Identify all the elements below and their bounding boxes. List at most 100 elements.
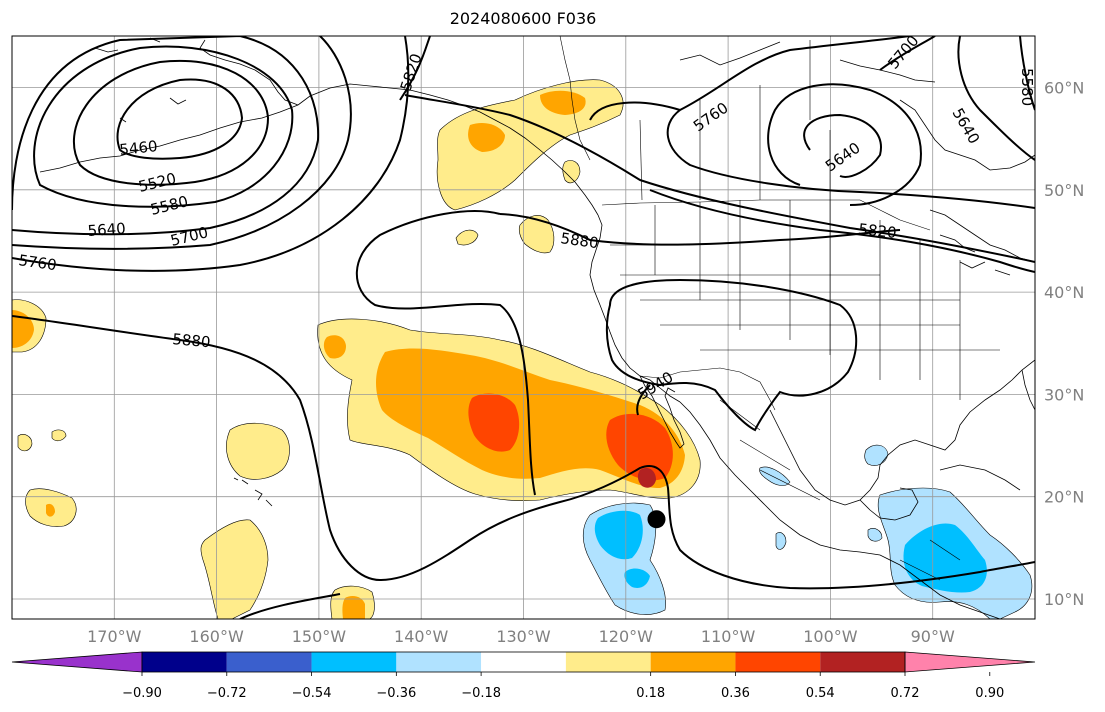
contour-5820-ak [404, 94, 1035, 263]
border-alaska-canada [559, 36, 591, 161]
contour-label-5640: 5640 [87, 219, 126, 240]
colorbar-segment [650, 652, 736, 672]
storm-center-marker [647, 510, 666, 529]
shading-deepblue-ca [903, 523, 987, 593]
lon-tick-label: 140°W [394, 627, 449, 646]
contour-label-5880-a: 5880 [559, 229, 599, 252]
contour-5940 [605, 278, 858, 432]
map-title: 2024080600 F036 [449, 9, 597, 28]
lat-tick-label: 50°N [1044, 181, 1084, 200]
colorbar-segment [226, 652, 312, 672]
shading-orange-alaska-1 [540, 90, 586, 115]
contour-5880-bottom [239, 593, 341, 619]
coast-canada-north [679, 41, 1035, 171]
shading-orange-sw3 [342, 596, 365, 619]
contour-5880-ne [499, 213, 901, 246]
shading-red-central [468, 393, 520, 452]
coast-florida [1021, 369, 1035, 411]
shading-yellow-hawaii [226, 422, 290, 480]
coast-alaska-south [297, 83, 599, 216]
contour-5880-n [355, 210, 536, 496]
colorbar-tick-label: 0.36 [721, 686, 750, 701]
contour-5700 [12, 36, 352, 250]
colorbar-outline [141, 651, 906, 673]
colorbar-tick-label: −0.36 [376, 686, 416, 701]
colorbar-labels: −0.90 −0.72 −0.54 −0.36 −0.18 0.18 0.36 0.54 0.7… [122, 672, 1004, 701]
coast-alaska-north [199, 39, 226, 61]
border-mexico-states [719, 399, 961, 581]
lon-tick-label: 130°W [496, 627, 551, 646]
colorbar-segment [735, 652, 821, 672]
contour-5700-ne [767, 83, 922, 206]
contour-label-5880-b: 5880 [172, 330, 212, 351]
contour-label-5580-far: 5580 [1018, 68, 1036, 106]
colorbar-tick-label: −0.90 [122, 686, 162, 701]
lat-tick-label: 30°N [1044, 385, 1084, 404]
shading-deepblue-baja-2 [624, 568, 650, 588]
contour-5640-ne [803, 113, 882, 178]
colorbar-segment [311, 652, 397, 672]
colorbar-extend-low [11, 651, 143, 673]
colorbar-segment [481, 652, 566, 672]
contour-5760-ne2 [666, 109, 1035, 209]
colorbar-segment [565, 652, 651, 672]
coast-cuba [939, 464, 1021, 491]
lon-labels: 170°W 160°W 150°W 140°W 130°W 120°W 110°W 100°W… [87, 627, 955, 646]
shading-yellow-dot2 [51, 429, 67, 442]
coast-hawaii [233, 477, 273, 507]
lat-tick-label: 40°N [1044, 283, 1084, 302]
contour-label-5760: 5760 [17, 251, 57, 274]
colorbar-tick-label: 0.90 [975, 686, 1004, 701]
lon-tick-label: 150°W [292, 627, 347, 646]
colorbar-tick-label: −0.54 [292, 686, 332, 701]
contour-5520 [72, 59, 270, 186]
contour-5700-far [879, 36, 936, 71]
coast-baja [639, 375, 685, 449]
coast-alaska-west [224, 59, 299, 106]
coast-great-lakes [939, 234, 1011, 276]
shading-lightblue-mex-2 [775, 532, 787, 550]
contour-5460 [116, 78, 244, 160]
map-border [11, 35, 1036, 620]
contour-label-5820-e: 5820 [858, 220, 898, 242]
contour-5580-far [1019, 36, 1035, 111]
contour-5820-w [399, 36, 431, 101]
contour-5760-ne [589, 36, 911, 121]
colorbar-extend-high [904, 651, 1036, 673]
lat-tick-label: 60°N [1044, 79, 1084, 98]
lon-tick-label: 90°W [911, 627, 955, 646]
shading-deepblue-baja [594, 510, 643, 560]
contour-5880-w [12, 315, 1035, 590]
shading-yellow-pnw [518, 215, 555, 254]
contour-5640 [12, 36, 320, 236]
shading-lightblue-west-sa [867, 528, 883, 542]
contour-5820-e [649, 189, 1035, 273]
lat-tick-label: 10°N [1044, 590, 1084, 609]
lat-tick-label: 20°N [1044, 488, 1084, 507]
border-us-canada [601, 199, 931, 231]
colorbar [11, 651, 1036, 673]
colorbar-tick-label: 0.18 [636, 686, 665, 701]
lon-tick-label: 110°W [701, 627, 756, 646]
contour-5760-w [12, 36, 410, 272]
coastline-layer [39, 37, 1035, 619]
shading-orange-sw1 [46, 503, 55, 517]
contour-layer [12, 36, 1035, 619]
shading-yellow-dot1 [17, 434, 33, 452]
lon-tick-label: 170°W [87, 627, 142, 646]
shading-orange-left [323, 335, 346, 359]
border-us-mexico [639, 367, 776, 411]
colorbar-segment [396, 652, 482, 672]
coast-yucatan [859, 487, 919, 521]
colorbar-tick-label: 0.72 [891, 686, 920, 701]
coast-aleutians [39, 104, 299, 173]
lon-tick-label: 160°W [189, 627, 244, 646]
shading-yellow-sw2 [200, 519, 269, 619]
lon-tick-label: 120°W [599, 627, 654, 646]
shading-orange-alaska-2 [468, 123, 505, 152]
colorbar-segment [820, 652, 905, 672]
contour-5940-inner [636, 384, 651, 416]
colorbar-segment [142, 652, 227, 672]
colorbar-tick-label: −0.18 [461, 686, 501, 701]
